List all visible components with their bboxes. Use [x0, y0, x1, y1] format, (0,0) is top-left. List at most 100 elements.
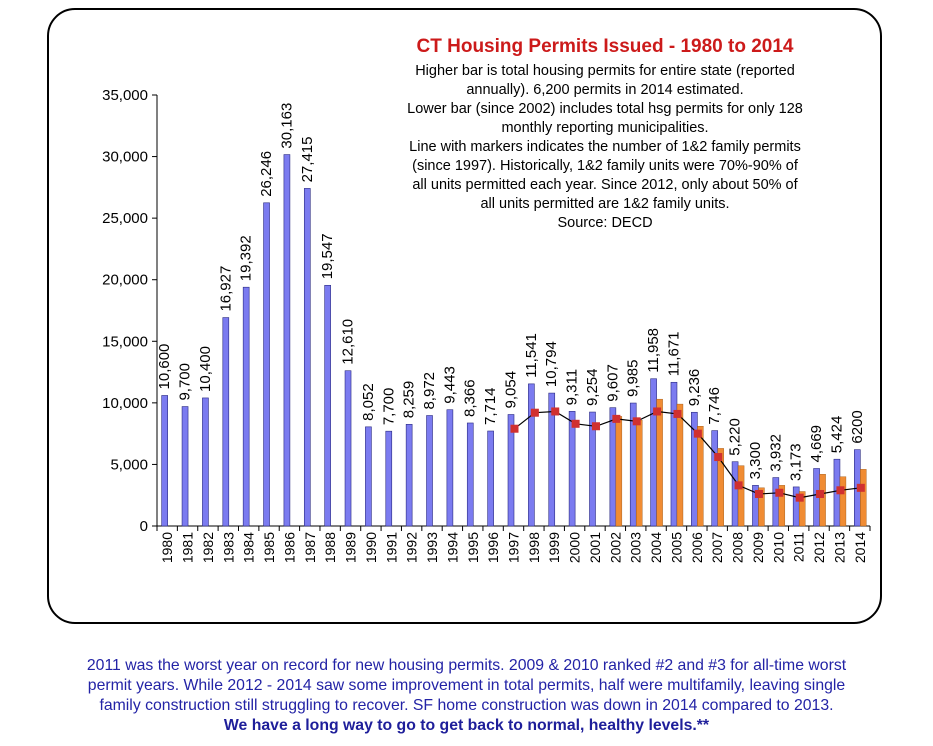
x-tick-label: 1980 — [159, 532, 175, 563]
bar-total-2007 — [711, 430, 719, 527]
family-permits-marker-2000 — [571, 419, 580, 428]
annotation-line-4: monthly reporting municipalities. — [501, 120, 708, 136]
caption-line-2: permit years. While 2012 - 2014 saw some… — [87, 677, 846, 694]
bar-total-2001 — [589, 411, 596, 527]
family-permits-marker-2010 — [775, 488, 784, 497]
family-permits-marker-2005 — [673, 409, 682, 418]
data-label-1981: 9,700 — [177, 363, 194, 401]
bar-total-1993 — [426, 415, 433, 527]
x-tick-label: 1983 — [220, 532, 236, 563]
y-tick-label: 10,000 — [102, 395, 148, 412]
annotation-line-1: Higher bar is total housing permits for … — [415, 63, 795, 79]
x-tick-label: 1992 — [404, 532, 420, 563]
data-label-2011: 3,173 — [788, 443, 805, 481]
bar-monthly-2003 — [636, 419, 643, 527]
bar-total-1989 — [344, 370, 352, 527]
family-permits-marker-2004 — [653, 407, 662, 416]
x-tick-label: 2001 — [587, 532, 603, 563]
family-permits-marker-2013 — [836, 486, 845, 495]
y-tick-label: 20,000 — [102, 272, 148, 289]
bar-total-1980 — [161, 395, 168, 527]
bar-total-2002 — [609, 407, 617, 527]
x-tick-label: 1981 — [180, 532, 196, 563]
bar-monthly-2008 — [737, 465, 745, 527]
x-tick-label: 1989 — [343, 532, 359, 563]
family-permits-marker-2011 — [795, 493, 804, 502]
x-tick-label: 2006 — [689, 532, 705, 563]
annotation-line-9: Source: DECD — [557, 215, 652, 231]
bar-monthly-2007 — [717, 448, 724, 527]
bar-total-1991 — [385, 430, 393, 527]
bar-total-2005 — [670, 381, 678, 527]
family-permits-marker-2012 — [816, 489, 825, 498]
x-tick-label: 1990 — [363, 532, 379, 563]
x-tick-label: 2014 — [852, 532, 868, 563]
bar-total-1996 — [487, 430, 494, 527]
data-label-2004: 11,958 — [645, 328, 662, 373]
data-label-1980: 10,600 — [156, 344, 173, 390]
data-label-1986: 30,163 — [278, 103, 295, 149]
y-tick-label: 5,000 — [110, 456, 148, 473]
x-tick-label: 1993 — [424, 532, 440, 563]
data-label-2000: 9,311 — [564, 369, 581, 405]
y-tick-label: 0 — [140, 518, 148, 535]
data-label-2012: 4,669 — [808, 425, 825, 463]
chart-title: CT Housing Permits Issued - 1980 to 2014 — [417, 36, 794, 57]
bar-total-1997 — [507, 414, 515, 527]
x-tick-label: 1991 — [383, 532, 399, 563]
data-label-2009: 3,300 — [747, 442, 764, 480]
data-label-1987: 27,415 — [299, 137, 316, 183]
data-label-1999: 10,794 — [543, 341, 560, 387]
data-label-2006: 9,236 — [686, 369, 703, 407]
bar-total-1981 — [181, 406, 189, 527]
data-label-1996: 7,714 — [482, 387, 499, 425]
data-label-1990: 8,052 — [360, 383, 377, 421]
bar-monthly-2004 — [656, 398, 663, 527]
annotation-line-8: all units permitted are 1&2 family units… — [480, 196, 729, 212]
x-tick-label: 1995 — [465, 532, 481, 563]
x-tick-label: 2008 — [730, 532, 746, 563]
bar-total-1992 — [405, 423, 413, 527]
data-label-1994: 9,443 — [441, 366, 458, 404]
x-tick-label: 1987 — [302, 532, 318, 563]
bar-monthly-2013 — [839, 476, 847, 527]
bar-total-1987 — [303, 188, 311, 527]
x-tick-label: 2012 — [811, 532, 827, 563]
y-tick-label: 25,000 — [102, 210, 148, 227]
x-tick-label: 1984 — [241, 532, 257, 563]
x-tick-label: 2005 — [668, 532, 684, 563]
data-label-2014: 6200 — [849, 410, 866, 443]
data-label-2002: 9,607 — [604, 364, 621, 402]
data-label-1995: 8,366 — [462, 379, 479, 417]
x-tick-label: 1985 — [261, 532, 277, 563]
bar-total-2010 — [772, 477, 780, 527]
y-tick-label: 30,000 — [102, 149, 148, 166]
bar-monthly-2005 — [676, 403, 684, 527]
bar-monthly-2012 — [819, 474, 826, 527]
bar-total-2008 — [731, 461, 739, 527]
bar-total-2006 — [691, 411, 698, 527]
x-tick-label: 2009 — [750, 532, 766, 563]
x-tick-label: 2004 — [648, 532, 664, 563]
data-label-1985: 26,246 — [258, 151, 275, 197]
x-tick-label: 2010 — [770, 532, 786, 563]
x-tick-label: 1996 — [485, 532, 501, 563]
bar-total-1990 — [365, 426, 372, 527]
data-label-1982: 10,400 — [197, 346, 214, 392]
x-tick-label: 1999 — [546, 532, 562, 563]
annotation-line-5: Line with markers indicates the number o… — [409, 139, 801, 155]
annotation-line-3: Lower bar (since 2002) includes total hs… — [407, 101, 803, 117]
bar-monthly-2002 — [615, 416, 623, 527]
x-tick-label: 1982 — [200, 532, 216, 563]
bar-total-1983 — [222, 317, 230, 527]
x-tick-label: 2003 — [628, 532, 644, 563]
bar-total-1985 — [263, 202, 270, 527]
x-tick-label: 1998 — [526, 532, 542, 563]
data-label-1997: 9,054 — [503, 371, 520, 409]
bar-total-1988 — [324, 284, 331, 527]
annotation-line-7: all units permitted each year. Since 201… — [412, 177, 798, 193]
bar-total-1982 — [202, 397, 209, 527]
x-tick-label: 1988 — [322, 532, 338, 563]
bar-monthly-2014 — [860, 469, 867, 527]
